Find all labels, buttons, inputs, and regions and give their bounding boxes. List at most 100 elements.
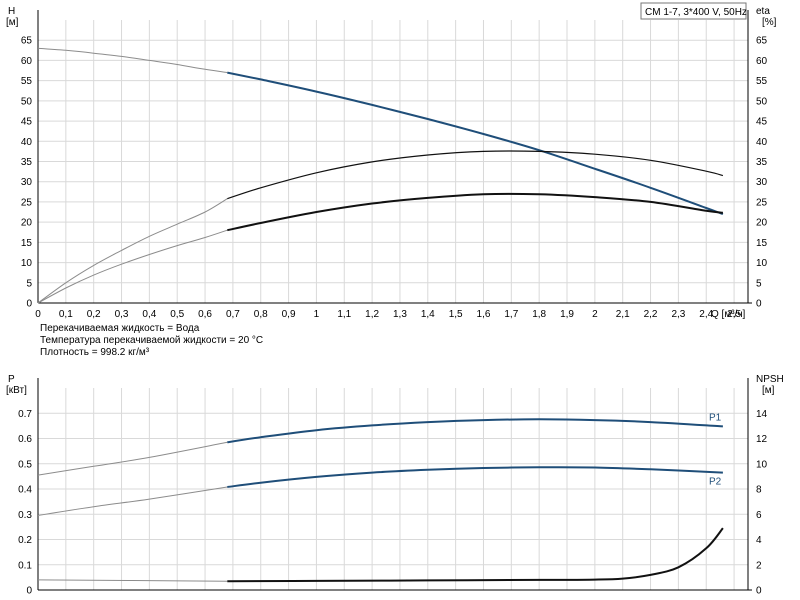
- top-left-tick-label: 10: [21, 258, 33, 269]
- top-right-tick-label: 50: [756, 96, 768, 107]
- top-series-eta-upper-extrapolated: [37, 198, 228, 304]
- top-x-tick-label: 0,5: [170, 309, 184, 320]
- bottom-series-label-P2: P2: [709, 477, 722, 488]
- grid-layer: [37, 20, 748, 591]
- top-x-tick-label: 1,3: [393, 309, 407, 320]
- top-left-tick-label: 40: [21, 137, 33, 148]
- bottom-left-axis-unit: [кВт]: [6, 385, 27, 396]
- bottom-right-tick-label: 10: [756, 459, 768, 470]
- condition-density: Плотность = 998.2 кг/м³: [40, 347, 150, 358]
- bottom-left-tick-label: 0.1: [18, 560, 32, 571]
- top-right-tick-label: 25: [756, 197, 768, 208]
- top-left-tick-label: 35: [21, 157, 33, 168]
- top-left-tick-label: 5: [26, 278, 32, 289]
- top-x-tick-label: 0,3: [115, 309, 129, 320]
- bottom-right-tick-label: 12: [756, 434, 768, 445]
- top-right-tick-label: 0: [756, 299, 762, 310]
- bottom-right-tick-label: 8: [756, 485, 762, 496]
- bottom-right-axis-unit: [м]: [762, 385, 775, 396]
- bottom-right-tick-label: 2: [756, 560, 762, 571]
- top-x-tick-label: 1,1: [337, 309, 351, 320]
- top-right-tick-label: 15: [756, 238, 768, 249]
- top-right-tick-label: 60: [756, 56, 768, 67]
- bottom-right-tick-label: 4: [756, 535, 762, 546]
- bottom-left-tick-label: 0.2: [18, 535, 32, 546]
- top-x-tick-label: 2,2: [644, 309, 658, 320]
- top-x-tick-label: 1,4: [421, 309, 435, 320]
- bottom-series-P2: [227, 466, 723, 488]
- title-box: [640, 2, 747, 20]
- top-x-tick-label: 2,3: [671, 309, 685, 320]
- top-series-eta-lower: [227, 192, 724, 232]
- top-x-tick-label: 0,2: [87, 309, 101, 320]
- top-x-tick-label: 0,1: [59, 309, 73, 320]
- top-right-axis-name: eta: [756, 6, 770, 17]
- bottom-left-axis-name: P: [8, 374, 15, 385]
- top-left-tick-label: 15: [21, 238, 33, 249]
- top-right-tick-label: 35: [756, 157, 768, 168]
- top-left-tick-label: 60: [21, 56, 33, 67]
- top-x-tick-label: 0: [35, 309, 41, 320]
- top-left-tick-label: 45: [21, 117, 33, 128]
- top-left-axis-unit: [м]: [6, 17, 19, 28]
- top-x-tick-label: 2,5: [727, 309, 741, 320]
- top-left-tick-label: 20: [21, 218, 33, 229]
- condition-temperature: Температура перекачиваемой жидкости = 20…: [40, 335, 263, 346]
- bottom-right-tick-label: 6: [756, 510, 762, 521]
- top-x-tick-label: 1: [314, 309, 320, 320]
- bottom-series-P1: [227, 418, 723, 444]
- top-right-tick-label: 65: [756, 36, 768, 47]
- top-left-tick-label: 55: [21, 76, 33, 87]
- top-x-tick-label: 1,8: [532, 309, 546, 320]
- top-series-H: [227, 71, 724, 216]
- top-right-tick-label: 10: [756, 258, 768, 269]
- top-right-tick-label: 20: [756, 218, 768, 229]
- top-left-axis-name: H: [8, 6, 15, 17]
- bottom-series-label-P1: P1: [709, 412, 722, 423]
- condition-liquid: Перекачиваемая жидкость = Вода: [40, 323, 200, 334]
- bottom-right-tick-label: 0: [756, 586, 762, 597]
- bottom-right-tick-label: 14: [756, 409, 768, 420]
- top-x-tick-label: 0,6: [198, 309, 212, 320]
- top-left-tick-label: 25: [21, 197, 33, 208]
- top-series-eta-lower-extrapolated: [37, 229, 228, 304]
- top-series-eta-upper: [227, 150, 724, 200]
- top-right-tick-label: 55: [756, 76, 768, 87]
- chart-title: CM 1-7, 3*400 V, 50Hz: [645, 7, 747, 18]
- top-x-tick-label: 2: [592, 309, 598, 320]
- top-right-tick-label: 45: [756, 117, 768, 128]
- top-left-tick-label: 30: [21, 177, 33, 188]
- top-right-tick-label: 5: [756, 278, 762, 289]
- top-right-tick-label: 30: [756, 177, 768, 188]
- top-x-tick-label: 0,7: [226, 309, 240, 320]
- bottom-left-tick-label: 0.6: [18, 434, 32, 445]
- top-left-tick-label: 65: [21, 36, 33, 47]
- top-left-tick-label: 0: [26, 299, 32, 310]
- bottom-series-NPSH-extrapolated: [37, 579, 228, 582]
- top-series-H-extrapolated: [37, 47, 228, 74]
- top-x-tick-label: 0,9: [282, 309, 296, 320]
- bottom-series-P2-extrapolated: [37, 486, 228, 516]
- top-x-tick-label: 1,6: [477, 309, 491, 320]
- top-right-axis-unit: [%]: [762, 17, 777, 28]
- bottom-left-tick-label: 0.5: [18, 459, 32, 470]
- top-x-tick-label: 1,5: [449, 309, 463, 320]
- bottom-left-tick-label: 0: [26, 586, 32, 597]
- top-left-tick-label: 50: [21, 96, 33, 107]
- bottom-right-axis-name: NPSH: [756, 374, 784, 385]
- top-x-tick-label: 0,8: [254, 309, 268, 320]
- bottom-left-tick-label: 0.3: [18, 510, 32, 521]
- bottom-series-P1-extrapolated: [37, 441, 228, 476]
- top-x-tick-label: 2,1: [616, 309, 630, 320]
- bottom-left-tick-label: 0.4: [18, 485, 32, 496]
- label-layer: 0510152025303540455055606505101520253035…: [6, 6, 784, 597]
- top-right-tick-label: 40: [756, 137, 768, 148]
- bottom-left-tick-label: 0.7: [18, 409, 32, 420]
- top-x-tick-label: 2,4: [699, 309, 713, 320]
- axis-layer: [37, 10, 752, 591]
- top-x-tick-label: 0,4: [142, 309, 156, 320]
- top-x-axis-label: Q [м³/ч]: [711, 309, 746, 320]
- top-x-tick-label: 1,2: [365, 309, 379, 320]
- top-x-tick-label: 1,7: [504, 309, 518, 320]
